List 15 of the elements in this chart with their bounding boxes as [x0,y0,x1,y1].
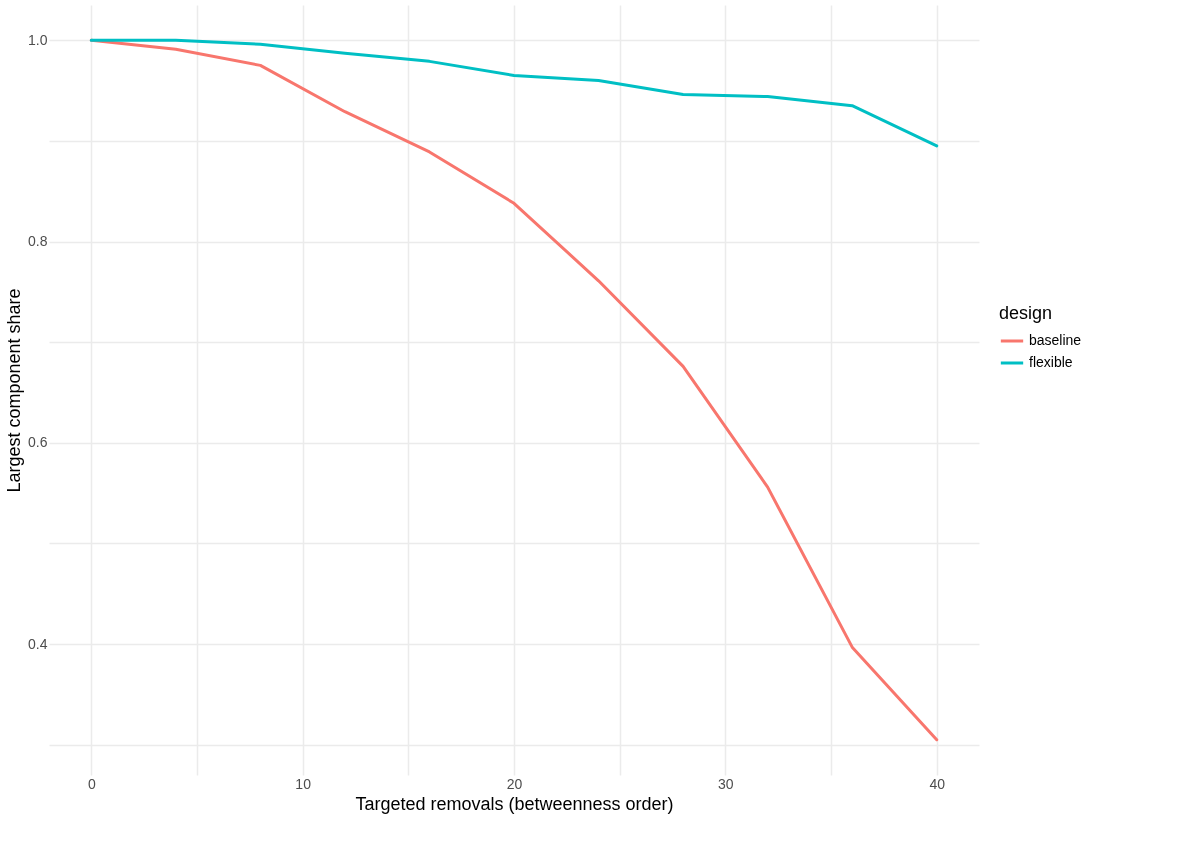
y-axis-title: Largest component share [4,288,25,493]
x-axis-title: Targeted removals (betweenness order) [355,793,674,814]
x-tick-label: 20 [506,775,523,792]
y-tick-label: 0.6 [28,434,48,451]
y-tick-label: 0.4 [28,635,48,652]
legend-label: baseline [1029,332,1082,348]
x-tick-label: 10 [295,775,312,792]
x-tick-label: 0 [87,775,96,792]
y-tick-label: 1.0 [28,31,48,48]
legend-label: flexible [1029,354,1073,370]
x-tick-label: 30 [718,775,734,792]
line-series [89,38,939,148]
y-tick-label: 0.8 [28,233,48,250]
x-tick-label: 40 [929,775,946,792]
legend-title: design [999,303,1053,323]
